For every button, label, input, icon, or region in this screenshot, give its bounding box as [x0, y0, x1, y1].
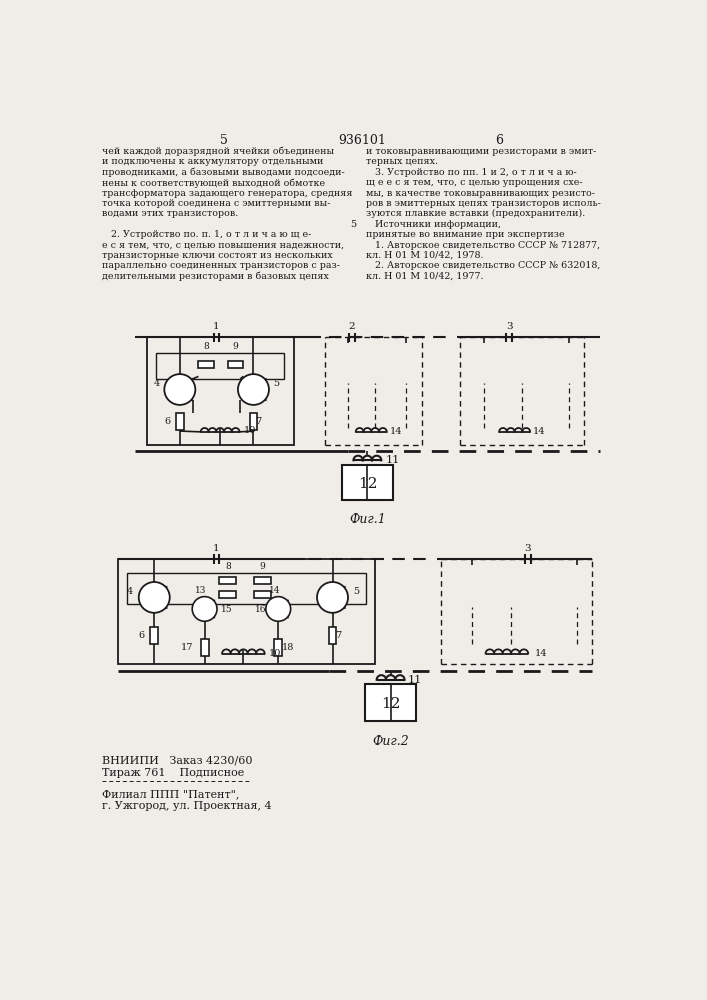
Bar — [250, 413, 257, 430]
Text: Фиг.2: Фиг.2 — [373, 735, 409, 748]
Text: 11: 11 — [386, 455, 400, 465]
Text: 4: 4 — [127, 587, 134, 596]
Text: 3. Устройство по пп. 1 и 2, о т л и ч а ю-: 3. Устройство по пп. 1 и 2, о т л и ч а … — [366, 168, 577, 177]
Text: 5: 5 — [274, 379, 280, 388]
Bar — [176, 413, 184, 430]
Text: 14: 14 — [533, 427, 546, 436]
Text: 5: 5 — [220, 134, 228, 147]
Text: 8: 8 — [225, 562, 230, 571]
Text: 6: 6 — [138, 631, 144, 640]
Text: ВНИИПИ   Заказ 4230/60: ВНИИПИ Заказ 4230/60 — [103, 755, 253, 765]
Text: 8: 8 — [204, 342, 209, 351]
Text: транзисторные ключи состоят из нескольких: транзисторные ключи состоят из нескольки… — [103, 251, 333, 260]
Text: 11: 11 — [408, 675, 422, 685]
Text: водами этих транзисторов.: водами этих транзисторов. — [103, 209, 238, 218]
Text: принятые во внимание при экспертизе: принятые во внимание при экспертизе — [366, 230, 564, 239]
Text: 936101: 936101 — [338, 134, 386, 147]
Bar — [146, 337, 293, 445]
Circle shape — [317, 582, 348, 613]
Text: 15: 15 — [221, 605, 232, 614]
Text: г. Ужгород, ул. Проектная, 4: г. Ужгород, ул. Проектная, 4 — [103, 801, 272, 811]
Text: 17: 17 — [181, 643, 194, 652]
Text: делительными резисторами в базовых цепях: делительными резисторами в базовых цепях — [103, 272, 329, 281]
Text: 2: 2 — [349, 322, 355, 331]
Text: мы, в качестве токовыравнивающих резисто-: мы, в качестве токовыравнивающих резисто… — [366, 189, 595, 198]
Bar — [255, 577, 271, 584]
Text: 1: 1 — [213, 322, 220, 331]
Text: терных цепях.: терных цепях. — [366, 157, 438, 166]
Text: зуются плавкие вставки (предохранители).: зуются плавкие вставки (предохранители). — [366, 209, 585, 218]
Text: чей каждой доразрядной ячейки объединены: чей каждой доразрядной ячейки объединены — [103, 147, 334, 156]
Bar — [342, 465, 392, 500]
Text: Источники информации,: Источники информации, — [366, 220, 501, 229]
Text: точка которой соединена с эмиттерными вы-: точка которой соединена с эмиттерными вы… — [103, 199, 331, 208]
Text: и токовыравнивающими резисторами в эмит-: и токовыравнивающими резисторами в эмит- — [366, 147, 596, 156]
Bar — [118, 559, 375, 664]
Circle shape — [192, 597, 217, 621]
Text: кл. Н 01 М 10/42, 1978.: кл. Н 01 М 10/42, 1978. — [366, 251, 484, 260]
Text: 3: 3 — [506, 322, 513, 331]
Text: е с я тем, что, с целью повышения надежности,: е с я тем, что, с целью повышения надежн… — [103, 241, 344, 250]
Circle shape — [238, 374, 269, 405]
Text: щ е е с я тем, что, с целью упрощения схе-: щ е е с я тем, что, с целью упрощения сх… — [366, 178, 583, 187]
Bar — [219, 577, 236, 584]
Text: 6: 6 — [165, 417, 170, 426]
Text: 14: 14 — [269, 586, 280, 595]
Circle shape — [164, 374, 195, 405]
Text: трансформатора задающего генератора, средняя: трансформатора задающего генератора, сре… — [103, 189, 353, 198]
Bar — [366, 684, 416, 721]
Text: 3: 3 — [525, 544, 531, 553]
Text: 9: 9 — [260, 562, 266, 571]
Text: и подключены к аккумулятору отдельными: и подключены к аккумулятору отдельными — [103, 157, 324, 166]
Circle shape — [139, 582, 170, 613]
Text: 10: 10 — [269, 649, 281, 658]
Text: 1. Авторское свидетельство СССР № 712877,: 1. Авторское свидетельство СССР № 712877… — [366, 241, 600, 250]
Bar — [329, 627, 337, 644]
Circle shape — [266, 597, 291, 621]
Text: 18: 18 — [281, 643, 293, 652]
Text: 4: 4 — [153, 379, 160, 388]
Bar — [219, 591, 236, 598]
Text: нены к соответствующей выходной обмотке: нены к соответствующей выходной обмотке — [103, 178, 325, 188]
Bar — [228, 361, 243, 368]
Text: 16: 16 — [255, 605, 267, 614]
Text: 1: 1 — [213, 544, 220, 553]
Text: 5: 5 — [354, 587, 360, 596]
Bar — [201, 639, 209, 656]
Text: 14: 14 — [534, 649, 547, 658]
Text: 13: 13 — [195, 586, 206, 595]
Text: 12: 12 — [381, 697, 400, 711]
Bar — [151, 627, 158, 644]
Text: 6: 6 — [495, 134, 503, 147]
Bar — [274, 639, 282, 656]
Text: 5: 5 — [351, 220, 356, 229]
Text: 14: 14 — [390, 427, 402, 436]
Bar — [255, 591, 271, 598]
Text: параллельно соединенных транзисторов с раз-: параллельно соединенных транзисторов с р… — [103, 261, 340, 270]
Text: 7: 7 — [336, 631, 342, 640]
Text: 9: 9 — [233, 342, 238, 351]
Text: ров в эмиттерных цепях транзисторов исполь-: ров в эмиттерных цепях транзисторов испо… — [366, 199, 601, 208]
Text: Фиг.1: Фиг.1 — [349, 513, 386, 526]
Text: 12: 12 — [358, 477, 377, 491]
Text: 2. Устройство по. п. 1, о т л и ч а ю щ е-: 2. Устройство по. п. 1, о т л и ч а ю щ … — [103, 230, 312, 239]
Text: Тираж 761    Подписное: Тираж 761 Подписное — [103, 768, 245, 778]
Text: 2. Авторское свидетельство СССР № 632018,: 2. Авторское свидетельство СССР № 632018… — [366, 261, 600, 270]
Text: проводниками, а базовыми выводами подсоеди-: проводниками, а базовыми выводами подсое… — [103, 168, 345, 177]
Bar — [199, 361, 214, 368]
Bar — [127, 573, 366, 604]
Text: 7: 7 — [255, 417, 262, 426]
Text: кл. Н 01 М 10/42, 1977.: кл. Н 01 М 10/42, 1977. — [366, 272, 484, 281]
Text: 10: 10 — [243, 426, 256, 435]
Bar — [156, 353, 284, 379]
Text: Филиал ППП "Патент",: Филиал ППП "Патент", — [103, 789, 240, 799]
